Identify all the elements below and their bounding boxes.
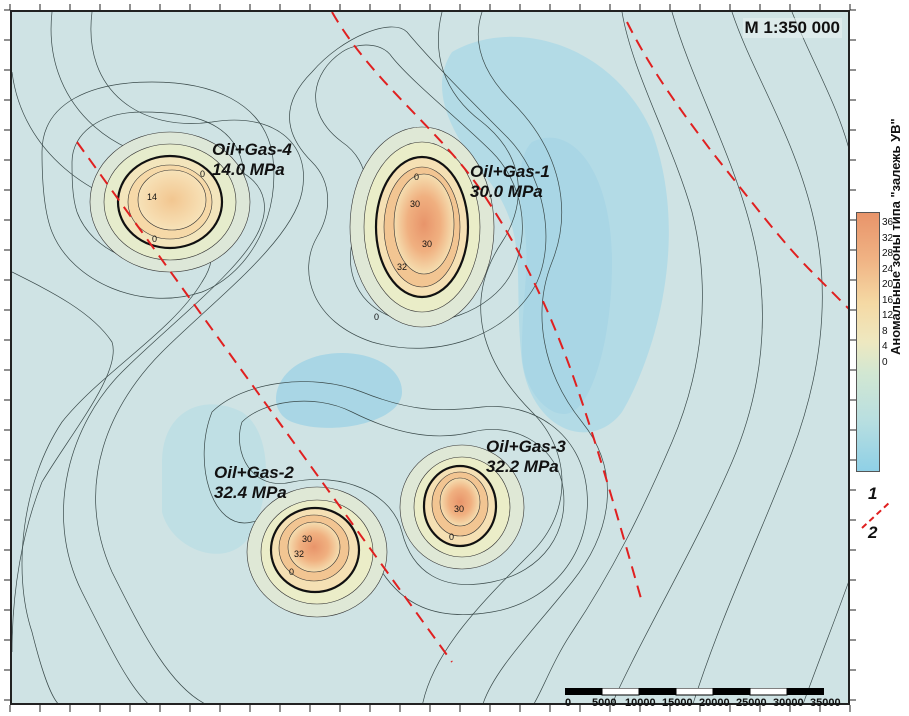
contour-label: 0	[152, 234, 157, 244]
field-name: Oil+Gas-1	[470, 162, 550, 181]
field-1-anomaly	[349, 126, 495, 328]
scale-label: 5000	[592, 697, 617, 709]
scale-label: 30000	[773, 697, 804, 709]
low-zone-center	[275, 353, 402, 428]
regional-contours	[12, 12, 848, 703]
contour-label: 32	[294, 549, 304, 559]
legend-tick-label: 32	[882, 232, 894, 244]
field-pressure: 32.4 MPa	[214, 483, 287, 502]
contour-label: 0	[200, 169, 205, 179]
legend-key-1: 1	[868, 484, 878, 503]
scale-bar	[565, 688, 824, 696]
field-3-anomaly	[399, 444, 525, 570]
scale-label: 0	[565, 697, 572, 709]
field-name: Oil+Gas-3	[486, 437, 566, 456]
contour-map: 0 30 30 32 14 0 0 32 30 0 30 0 0	[12, 12, 848, 703]
contour-label: 0	[414, 172, 419, 182]
field-pressure: 30.0 MPa	[470, 182, 543, 201]
field-pressure: 32.2 MPa	[486, 457, 559, 476]
contour-label: 14	[147, 192, 157, 202]
contour-label: 30	[302, 534, 312, 544]
fault-line	[76, 141, 453, 663]
legend-tick-label: 36	[882, 217, 894, 228]
contour-label: 0	[449, 532, 454, 542]
map-scale-title: M 1:350 000	[742, 18, 842, 38]
field-name: Oil+Gas-2	[214, 463, 294, 482]
contour-label: 30	[422, 239, 432, 249]
legend-tick-label: 16	[882, 294, 894, 306]
contour-label: 0	[374, 312, 379, 322]
fault-legend-icon	[861, 501, 891, 529]
map-frame: 0 30 30 32 14 0 0 32 30 0 30 0 0 M 1:350…	[10, 10, 850, 705]
legend-tick-label: 4	[882, 341, 888, 352]
legend-color-bar	[856, 212, 880, 472]
legend-tick-label: 0	[882, 356, 888, 368]
field-pressure: 14.0 MPa	[212, 160, 285, 179]
field-label-4: Oil+Gas-4 14.0 MPa	[212, 140, 292, 180]
legend-tick-label: 20	[882, 279, 894, 290]
scale-label: 25000	[736, 697, 767, 709]
contour-label: 30	[410, 199, 420, 209]
contour-label: 0	[289, 567, 294, 577]
field-label-2: Oil+Gas-2 32.4 MPa	[214, 463, 294, 503]
field-name: Oil+Gas-4	[212, 140, 292, 159]
legend-tick-label: 8	[882, 325, 888, 337]
scale-label: 35000	[810, 697, 841, 709]
field-label-1: Oil+Gas-1 30.0 MPa	[470, 162, 550, 202]
fault-line	[626, 21, 848, 310]
contour-label: 32	[397, 262, 407, 272]
field-4-anomaly	[89, 131, 251, 273]
legend-key-2: 2	[868, 523, 878, 542]
contour-label: 30	[454, 504, 464, 514]
legend-tick-label: 12	[882, 310, 894, 321]
low-zone-sw	[162, 404, 266, 554]
field-2-anomaly	[246, 486, 388, 618]
legend-tick-label: 28	[882, 248, 894, 259]
fault-line	[331, 12, 643, 603]
fault-lines	[76, 12, 848, 663]
legend-tick-label: 24	[882, 263, 894, 275]
field-label-3: Oil+Gas-3 32.2 MPa	[486, 437, 566, 477]
scale-label: 10000	[625, 697, 656, 709]
scale-label: 20000	[699, 697, 730, 709]
scale-label: 15000	[662, 697, 693, 709]
